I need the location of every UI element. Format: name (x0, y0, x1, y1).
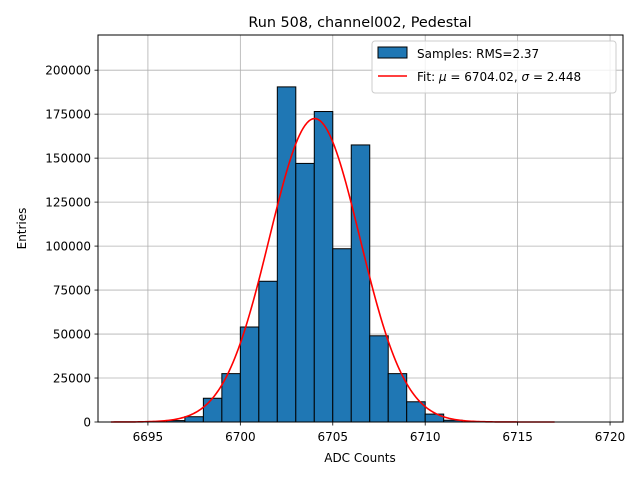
x-axis-label: ADC Counts (324, 451, 396, 465)
x-tick-label: 6720 (595, 430, 626, 444)
y-tick-label: 200000 (45, 63, 91, 77)
y-axis-ticks: 0 25000 50000 75000 100000 125000 150000 175000… (45, 63, 98, 429)
plot-frame (97, 34, 624, 423)
y-tick-label: 100000 (45, 239, 91, 253)
histogram-bar (350, 144, 371, 423)
y-tick-label: 50000 (53, 327, 91, 341)
histogram-bar (258, 280, 278, 423)
legend-histogram-swatch (377, 46, 408, 59)
x-tick-label: 6710 (410, 430, 441, 444)
y-tick-label: 150000 (45, 151, 91, 165)
y-tick-label: 125000 (45, 195, 91, 209)
legend-box (371, 40, 617, 94)
legend-histogram-label: Samples: RMS=2.37 (417, 47, 539, 61)
x-tick-label: 6700 (225, 430, 256, 444)
histogram-bar (295, 162, 315, 423)
y-tick-label: 25000 (53, 371, 91, 385)
y-tick-label: 175000 (45, 107, 91, 121)
histogram-bar (369, 335, 389, 423)
chart-title: Run 508, channel002, Pedestal (248, 15, 471, 31)
x-axis-ticks: 6695 6700 6705 6710 6715 6720 (133, 422, 626, 444)
legend-fit-label: Fit: μ = 6704.02, σ = 2.448 (417, 70, 581, 84)
histogram-bar (239, 326, 260, 423)
y-tick-label: 0 (83, 415, 91, 429)
legend: Samples: RMS=2.37 Fit: μ = 6704.02, σ = … (371, 40, 617, 94)
histogram-bar (202, 397, 223, 423)
histogram-bar (276, 86, 297, 423)
x-tick-label: 6705 (317, 430, 348, 444)
histogram-bar (387, 373, 408, 423)
y-axis-label: Entries (15, 208, 29, 250)
histogram-bar (313, 111, 334, 423)
histogram-bars (165, 86, 463, 423)
y-tick-label: 75000 (53, 283, 91, 297)
histogram-bar (332, 248, 352, 423)
x-tick-label: 6715 (502, 430, 533, 444)
x-tick-label: 6695 (133, 430, 164, 444)
histogram-bar (184, 416, 204, 423)
